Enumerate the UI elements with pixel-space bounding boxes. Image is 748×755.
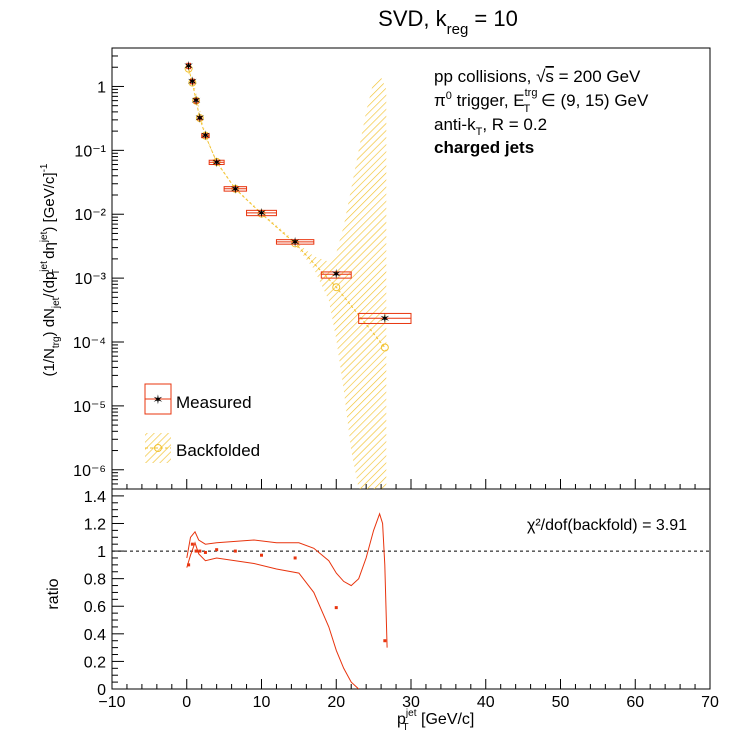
- info-line-collisions: pp collisions, √s = 200 GeV: [434, 67, 641, 86]
- chart-title: SVD, kreg = 10: [378, 6, 518, 38]
- backfolded-point: [192, 96, 201, 105]
- info-line-algorithm: anti-kT, R = 0.2: [434, 115, 547, 138]
- measured-point: ✶: [211, 155, 222, 170]
- y-bottom-tick-label: 0.8: [84, 572, 106, 589]
- ratio-point: [260, 553, 263, 557]
- ratio-point: [233, 549, 237, 553]
- ratio-point: [293, 556, 297, 560]
- ratio-point: [190, 542, 194, 546]
- ratio-band-upper: [186, 512, 388, 648]
- legend-measured-label: Measured: [176, 393, 252, 412]
- y-top-tick-label: 10⁻⁴: [73, 335, 106, 352]
- measured-point: ✶: [200, 128, 211, 143]
- x-tick-label: 70: [701, 694, 719, 711]
- x-tick-label: 30: [402, 694, 420, 711]
- info-line-trigger: π0 trigger, Etrg T ∈ (9, 15) GeV: [434, 87, 649, 115]
- x-tick-label: 50: [552, 694, 570, 711]
- measured-error-box: [320, 271, 352, 279]
- x-axis-label: pjet T [GeV/c]: [397, 708, 474, 733]
- measured-point: ✶: [290, 234, 301, 249]
- y-bottom-tick-label: 0.2: [84, 654, 106, 671]
- ratio-point: [383, 639, 387, 643]
- x-tick-label: 0: [182, 694, 191, 711]
- y-top-tick-label: 10⁻²: [74, 207, 106, 224]
- x-tick-label: 10: [253, 694, 271, 711]
- ratio-point: [198, 549, 202, 553]
- y-top-tick-label: 10⁻⁵: [73, 399, 106, 416]
- x-tick-label: 60: [626, 694, 644, 711]
- info-line-jets: charged jets: [434, 138, 534, 157]
- y-bottom-tick-label: 0.6: [84, 599, 106, 616]
- y-bottom-tick-label: 1.2: [84, 516, 106, 533]
- y-top-tick-label: 10⁻⁶: [73, 463, 106, 480]
- ratio-point: [215, 548, 219, 552]
- legend-entry-measured: ✶ Measured: [144, 383, 252, 415]
- ratio-point: [203, 550, 207, 554]
- backfolded-point: [184, 64, 193, 73]
- y-bottom-tick-label: 0.4: [84, 627, 106, 644]
- x-tick-label: −10: [98, 694, 125, 711]
- ratio-band-lower: [186, 541, 360, 689]
- legend-entry-backfolded: Backfolded: [145, 433, 260, 463]
- y-axis-label-top: (1/Ntrg) dNjet/(dpjetT dηjet) [GeV/c]-1: [39, 163, 62, 376]
- y-bottom-tick-label: 1.4: [84, 489, 106, 506]
- y-bottom-tick-label: 0: [97, 682, 106, 699]
- measured-point: ✶: [379, 311, 390, 326]
- y-top-tick-label: 10⁻³: [74, 271, 106, 288]
- x-tick-label: 20: [327, 694, 345, 711]
- backfolded-uncertainty-band: [186, 64, 387, 489]
- legend: ✶ Measured Backfolded: [144, 383, 260, 463]
- measured-point: ✶: [183, 58, 194, 73]
- ratio-point: [334, 606, 338, 610]
- y-top-tick-label: 1: [97, 79, 106, 96]
- measured-point: ✶: [191, 93, 202, 108]
- y-axis-label-bottom: ratio: [45, 578, 62, 609]
- info-text-block: pp collisions, √s = 200 GeV π0 trigger, …: [434, 67, 649, 157]
- measured-point: ✶: [230, 181, 241, 196]
- measured-point: ✶: [331, 267, 342, 282]
- legend-backfolded-label: Backfolded: [176, 441, 260, 460]
- backfolded-point: [195, 114, 204, 123]
- legend-measured-marker: ✶: [153, 392, 164, 407]
- y-top-tick-label: 10⁻¹: [74, 143, 106, 160]
- ratio-point: [194, 549, 198, 553]
- ratio-chi2-annotation: χ²/dof(backfold) = 3.91: [527, 517, 687, 534]
- backfolded-point: [332, 283, 341, 292]
- sqrt-icon: √: [536, 67, 546, 86]
- y-bottom-tick-label: 1: [97, 544, 106, 561]
- measured-point: ✶: [187, 74, 198, 89]
- x-tick-label: 40: [477, 694, 495, 711]
- measured-point: ✶: [194, 111, 205, 126]
- ratio-point: [187, 563, 191, 567]
- backfolded-point: [380, 343, 389, 352]
- measured-point: ✶: [256, 205, 267, 220]
- legend-backfolded-marker: [154, 444, 162, 452]
